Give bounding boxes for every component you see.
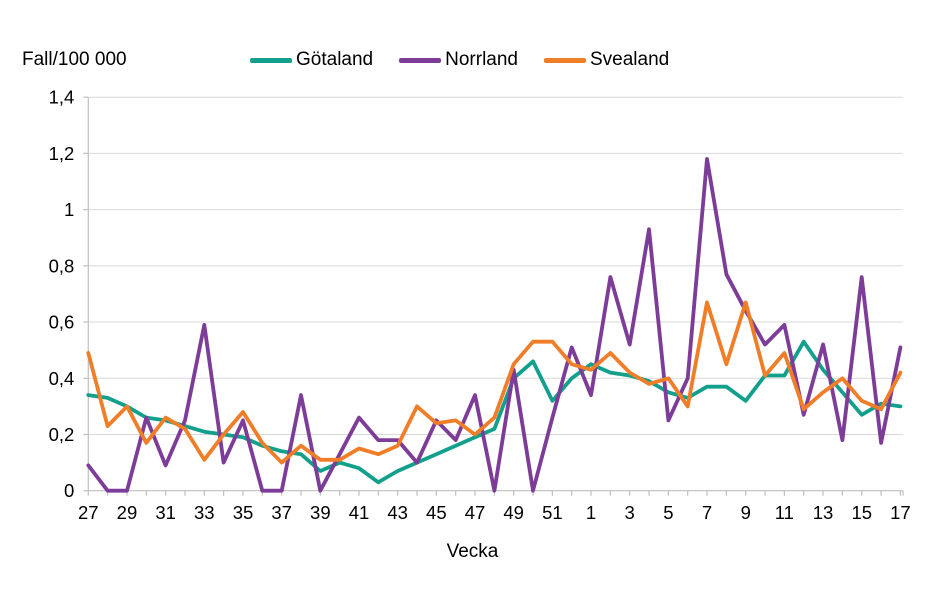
x-tick-label: 1 [586, 502, 596, 523]
series-line-norrland [86, 157, 903, 493]
x-tick-label: 33 [194, 502, 215, 523]
x-tick-label: 35 [233, 502, 254, 523]
x-tick-label: 41 [349, 502, 370, 523]
x-tick-label: 49 [503, 502, 524, 523]
y-tick-label: 1,2 [49, 143, 75, 164]
gridlines [88, 96, 903, 435]
x-tick-label: 43 [387, 502, 408, 523]
y-axis-tick-labels: 0 0,2 0,4 0,6 0,8 1 1,2 1,4 [49, 87, 75, 502]
x-tick-label: 7 [702, 502, 712, 523]
x-tick-label: 5 [663, 502, 673, 523]
y-tick-label: 1,4 [49, 87, 75, 108]
x-axis-tick-labels: 27 29 31 33 35 37 39 41 43 45 47 49 51 1 3 5 7 9 11 13 15 17 [78, 502, 911, 523]
x-tick-label: 39 [310, 502, 331, 523]
y-tick-label: 0,2 [49, 424, 75, 445]
x-tick-label: 47 [465, 502, 486, 523]
y-tick-label: 0,4 [49, 368, 75, 389]
axes [83, 96, 904, 496]
x-tick-label: 27 [78, 502, 99, 523]
x-axis-title: Vecka [446, 541, 499, 562]
x-tick-label: 37 [271, 502, 292, 523]
x-tick-label: 3 [625, 502, 635, 523]
y-tick-label: 0,8 [49, 255, 75, 276]
y-tick-label: 0,6 [49, 312, 75, 333]
x-tick-label: 17 [890, 502, 911, 523]
x-tick-label: 15 [851, 502, 872, 523]
x-tick-label: 31 [155, 502, 176, 523]
x-tick-label: 11 [775, 502, 794, 523]
y-tick-label: 0 [64, 480, 74, 501]
x-tick-label: 45 [426, 502, 447, 523]
x-tick-label: 29 [117, 502, 138, 523]
x-tick-label: 51 [542, 502, 563, 523]
x-tick-label: 9 [741, 502, 751, 523]
series-line-svealand [86, 300, 903, 465]
x-tick-label: 13 [813, 502, 834, 523]
y-tick-label: 1 [64, 199, 74, 220]
